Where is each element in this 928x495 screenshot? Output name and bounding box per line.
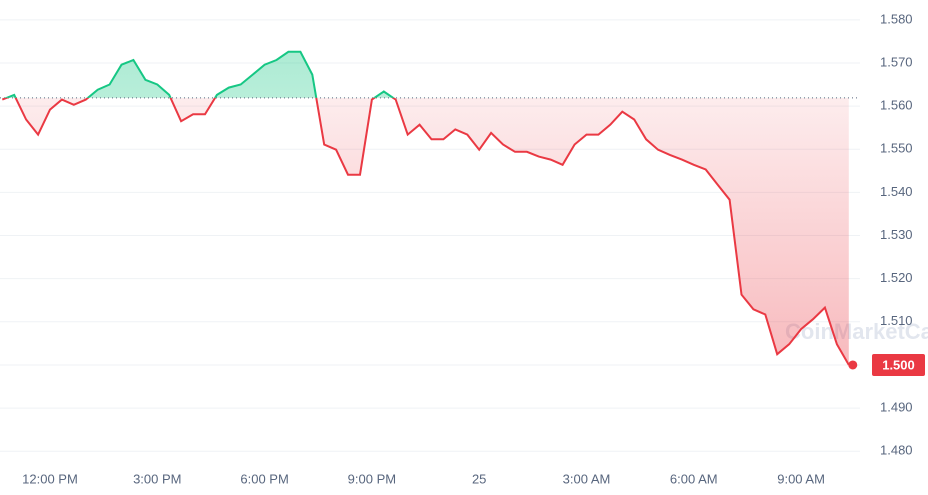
price-tag-label: 1.500 (882, 357, 915, 372)
x-tick-label: 3:00 AM (563, 471, 611, 486)
y-tick-label: 1.510 (880, 313, 913, 328)
x-tick-label: 25 (472, 471, 486, 486)
x-tick-label: 6:00 AM (670, 471, 718, 486)
x-tick-label: 9:00 PM (348, 471, 396, 486)
x-tick-label: 3:00 PM (133, 471, 181, 486)
x-tick-label: 12:00 PM (22, 471, 78, 486)
y-tick-label: 1.560 (880, 98, 913, 113)
price-tag (872, 353, 925, 376)
y-tick-label: 1.520 (880, 270, 913, 285)
plot (0, 50, 860, 370)
y-tick-label: 1.530 (880, 227, 913, 242)
price-line-up (3, 50, 396, 98)
grid (0, 19, 860, 452)
y-tick-label: 1.580 (880, 11, 913, 26)
area-up (6, 51, 394, 98)
last-point (848, 360, 858, 370)
x-tick-label: 6:00 PM (240, 471, 288, 486)
x-tick-label: 9:00 AM (777, 471, 825, 486)
y-tick-label: 1.480 (880, 443, 913, 458)
y-tick-label: 1.490 (880, 400, 913, 415)
price-line-down (1, 97, 850, 366)
area-down (2, 97, 849, 365)
y-tick-label: 1.550 (880, 141, 913, 156)
y-tick-label: 1.570 (880, 54, 913, 69)
y-tick-label: 1.540 (880, 184, 913, 199)
